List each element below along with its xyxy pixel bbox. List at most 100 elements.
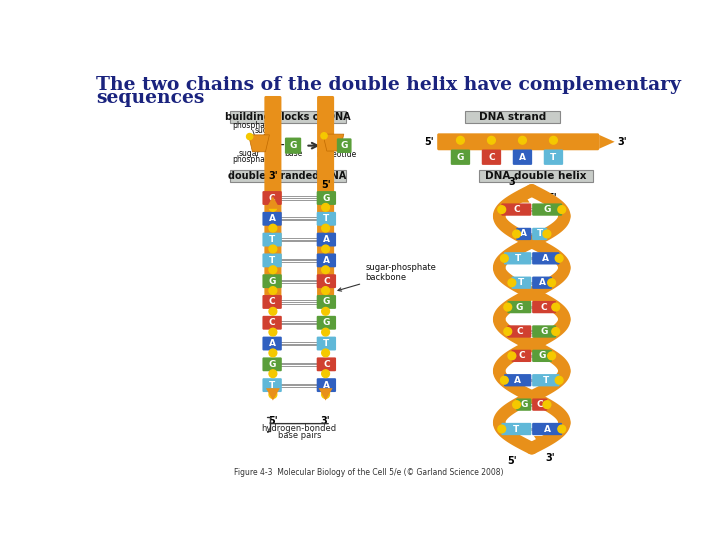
Polygon shape bbox=[319, 388, 333, 401]
FancyBboxPatch shape bbox=[262, 357, 282, 372]
FancyBboxPatch shape bbox=[479, 170, 593, 182]
FancyBboxPatch shape bbox=[262, 274, 282, 288]
Polygon shape bbox=[516, 192, 530, 202]
Text: T: T bbox=[269, 256, 275, 265]
FancyBboxPatch shape bbox=[532, 204, 562, 215]
Circle shape bbox=[513, 401, 521, 408]
Text: A: A bbox=[519, 153, 526, 161]
Text: G: G bbox=[341, 141, 348, 150]
Circle shape bbox=[322, 349, 330, 357]
Text: 5': 5' bbox=[425, 137, 434, 147]
FancyBboxPatch shape bbox=[451, 150, 470, 165]
Text: T: T bbox=[323, 214, 330, 224]
Circle shape bbox=[322, 224, 330, 232]
FancyBboxPatch shape bbox=[516, 399, 531, 411]
Text: G: G bbox=[541, 327, 548, 336]
Text: base pairs: base pairs bbox=[277, 431, 321, 440]
FancyBboxPatch shape bbox=[532, 301, 556, 313]
FancyBboxPatch shape bbox=[504, 374, 531, 387]
FancyBboxPatch shape bbox=[504, 252, 531, 265]
Circle shape bbox=[555, 254, 563, 262]
Text: A: A bbox=[544, 424, 551, 434]
Text: C: C bbox=[269, 318, 276, 327]
FancyBboxPatch shape bbox=[532, 423, 562, 435]
Text: C: C bbox=[541, 302, 547, 312]
Circle shape bbox=[504, 303, 512, 311]
Text: C: C bbox=[323, 276, 330, 286]
Circle shape bbox=[246, 133, 253, 140]
Circle shape bbox=[543, 230, 551, 238]
Circle shape bbox=[508, 279, 516, 287]
FancyBboxPatch shape bbox=[532, 276, 552, 289]
Text: double-stranded DNA: double-stranded DNA bbox=[228, 171, 347, 181]
Text: 3': 3' bbox=[268, 171, 278, 181]
Text: G: G bbox=[269, 360, 276, 369]
Text: G: G bbox=[323, 193, 330, 202]
Text: C: C bbox=[323, 360, 330, 369]
FancyBboxPatch shape bbox=[230, 111, 346, 123]
FancyBboxPatch shape bbox=[508, 301, 531, 313]
Circle shape bbox=[322, 287, 330, 294]
Text: G: G bbox=[456, 153, 464, 161]
Text: G: G bbox=[269, 276, 276, 286]
FancyBboxPatch shape bbox=[337, 138, 351, 153]
FancyBboxPatch shape bbox=[544, 150, 563, 165]
Circle shape bbox=[500, 376, 508, 384]
FancyBboxPatch shape bbox=[317, 233, 336, 247]
Text: T: T bbox=[515, 254, 521, 263]
Circle shape bbox=[504, 328, 512, 335]
Circle shape bbox=[548, 279, 556, 287]
Circle shape bbox=[322, 328, 330, 336]
Text: DNA double helix: DNA double helix bbox=[485, 171, 586, 181]
Circle shape bbox=[543, 401, 551, 408]
FancyBboxPatch shape bbox=[516, 228, 531, 240]
Circle shape bbox=[269, 287, 276, 294]
Text: G: G bbox=[520, 400, 528, 409]
FancyBboxPatch shape bbox=[262, 212, 282, 226]
Text: T: T bbox=[323, 339, 330, 348]
FancyBboxPatch shape bbox=[317, 191, 336, 205]
FancyBboxPatch shape bbox=[508, 325, 531, 338]
Text: sugar: sugar bbox=[239, 150, 261, 158]
Text: G: G bbox=[544, 205, 551, 214]
Text: G: G bbox=[539, 352, 546, 360]
FancyBboxPatch shape bbox=[262, 295, 282, 309]
Text: A: A bbox=[323, 256, 330, 265]
FancyBboxPatch shape bbox=[513, 150, 532, 165]
Text: T: T bbox=[269, 235, 275, 244]
Text: A: A bbox=[542, 254, 549, 263]
FancyBboxPatch shape bbox=[511, 276, 531, 289]
FancyBboxPatch shape bbox=[262, 336, 282, 350]
Circle shape bbox=[548, 352, 556, 360]
Text: The two chains of the double helix have complementary: The two chains of the double helix have … bbox=[96, 76, 681, 93]
Text: 3': 3' bbox=[321, 416, 330, 426]
Text: DNA strand: DNA strand bbox=[479, 112, 546, 122]
FancyBboxPatch shape bbox=[317, 212, 336, 226]
Text: phosphate: phosphate bbox=[233, 155, 273, 164]
Polygon shape bbox=[248, 135, 269, 152]
Circle shape bbox=[269, 245, 276, 253]
FancyBboxPatch shape bbox=[262, 253, 282, 267]
Circle shape bbox=[322, 204, 330, 211]
FancyBboxPatch shape bbox=[532, 252, 559, 265]
FancyBboxPatch shape bbox=[262, 191, 282, 205]
Circle shape bbox=[321, 133, 327, 139]
Text: A: A bbox=[269, 339, 276, 348]
FancyBboxPatch shape bbox=[317, 316, 336, 330]
Text: A: A bbox=[269, 214, 276, 224]
FancyBboxPatch shape bbox=[317, 274, 336, 288]
Text: 5': 5' bbox=[268, 416, 278, 426]
Circle shape bbox=[269, 328, 276, 336]
FancyBboxPatch shape bbox=[511, 350, 531, 362]
Text: A: A bbox=[323, 381, 330, 390]
Circle shape bbox=[269, 224, 276, 232]
Circle shape bbox=[498, 425, 505, 433]
FancyBboxPatch shape bbox=[532, 228, 547, 240]
Polygon shape bbox=[266, 388, 280, 401]
FancyBboxPatch shape bbox=[437, 133, 599, 150]
Text: C: C bbox=[269, 193, 276, 202]
FancyBboxPatch shape bbox=[230, 170, 346, 182]
Polygon shape bbox=[534, 436, 548, 447]
FancyBboxPatch shape bbox=[501, 423, 531, 435]
Circle shape bbox=[322, 390, 330, 399]
